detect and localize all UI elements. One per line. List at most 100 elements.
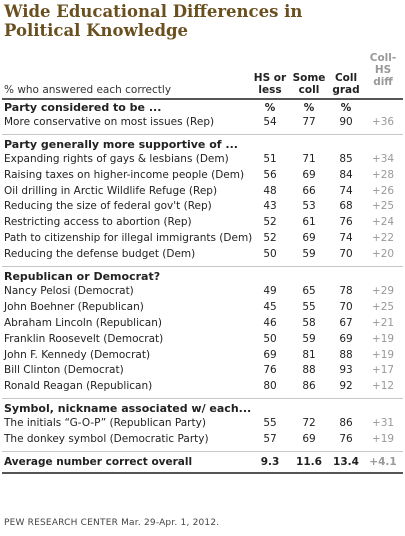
source-footer: PEW RESEARCH CENTER Mar. 29-Apr. 1, 2012… [4,518,220,528]
row-value: 80 [263,380,277,393]
row-value: 50 [263,248,277,261]
row-value: 49 [263,284,277,297]
row-value: +12 [371,380,395,393]
row-value: +36 [371,115,395,128]
row-value: 67 [339,316,353,329]
row-value: 69 [263,348,277,361]
row-value: 46 [263,316,277,329]
row-label: More conservative on most issues (Rep) [4,115,215,128]
average-value: 13.4 [333,455,359,468]
section-heading: Party generally more supportive of ... [4,137,238,151]
row-value: 85 [339,152,353,165]
row-value: +22 [371,232,395,245]
percent-marker: % [340,102,352,114]
table-subtitle: % who answered each correctly [4,84,172,96]
row-value: +19 [371,332,395,345]
section-rule [2,133,403,135]
row-value: 69 [339,332,353,345]
average-value: +4.1 [369,455,397,468]
row-value: +28 [371,168,395,181]
row-label: Franklin Roosevelt (Democrat) [4,332,164,345]
row-value: 70 [339,248,353,261]
section-rule [2,398,403,400]
footer-rule [2,471,403,474]
row-label: Reducing the defense budget (Dem) [4,248,196,261]
row-value: 71 [302,152,316,165]
row-value: 48 [263,184,277,197]
row-value: +29 [371,284,395,297]
row-value: 72 [302,417,316,430]
row-label: The donkey symbol (Democratic Party) [4,433,209,445]
row-value: +21 [371,316,395,329]
row-value: +26 [371,184,395,197]
row-value: 50 [263,332,277,345]
row-value: 56 [263,168,277,181]
row-label: John F. Kennedy (Democrat) [4,348,151,361]
row-label: John Boehner (Republican) [4,300,144,313]
row-value: +24 [371,216,395,229]
row-value: 57 [263,433,277,445]
row-label: Reducing the size of federal gov't (Rep) [4,200,212,213]
row-value: 69 [302,168,316,181]
row-value: +17 [371,364,395,377]
row-value: +20 [371,248,395,261]
row-value: 43 [263,200,277,213]
row-value: +25 [371,300,395,313]
row-value: 84 [339,168,353,181]
row-value: 53 [302,200,316,213]
average-label: Average number correct overall [4,455,193,468]
section-heading: Party considered to be ... [4,101,162,114]
column-header: Coll grad [332,72,360,96]
row-value: 68 [339,200,353,213]
section-rule [2,450,403,452]
row-value: 76 [339,216,353,229]
row-value: 76 [263,364,277,377]
row-value: +31 [371,417,395,430]
row-label: Raising taxes on higher-income people (D… [4,168,245,181]
row-value: +25 [371,200,395,213]
row-value: 70 [339,300,353,313]
percent-marker: % [303,102,315,114]
row-value: 59 [302,332,316,345]
row-value: 51 [263,152,277,165]
row-label: Path to citizenship for illegal immigran… [4,232,253,245]
row-value: 74 [339,232,353,245]
row-value: 54 [263,115,277,128]
row-value: 88 [339,348,353,361]
row-value: +19 [371,348,395,361]
section-rule [2,266,403,267]
row-value: 52 [263,216,277,229]
row-value: 88 [302,364,316,377]
section-heading: Republican or Democrat? [4,270,161,283]
row-value: +19 [371,433,395,445]
row-value: 74 [339,184,353,197]
row-label: Nancy Pelosi (Democrat) [4,284,134,297]
row-value: 65 [302,284,316,297]
column-header: HS or less [253,72,287,96]
row-label: Restricting access to abortion (Rep) [4,216,192,229]
row-value: 86 [302,380,316,393]
row-value: +34 [371,152,395,165]
row-value: 69 [302,433,316,445]
section-heading: Symbol, nickname associated w/ each... [4,402,252,416]
row-value: 69 [302,232,316,245]
row-value: 86 [339,417,353,430]
row-value: 61 [302,216,316,229]
average-value: 9.3 [260,455,280,468]
row-label: Abraham Lincoln (Republican) [4,316,162,329]
row-value: 66 [302,184,316,197]
row-value: 55 [302,300,316,313]
row-label: Bill Clinton (Democrat) [4,364,124,377]
row-value: 78 [339,284,353,297]
row-value: 81 [302,348,316,361]
column-header: Some coll [292,72,326,96]
row-value: 45 [263,300,277,313]
row-label: Expanding rights of gays & lesbians (Dem… [4,152,229,165]
row-value: 77 [302,115,316,128]
row-value: 52 [263,232,277,245]
row-label: Oil drilling in Arctic Wildlife Refuge (… [4,184,218,197]
row-label: The initials “G-O-P” (Republican Party) [4,417,206,430]
row-value: 92 [339,380,353,393]
row-label: Ronald Reagan (Republican) [4,380,153,393]
